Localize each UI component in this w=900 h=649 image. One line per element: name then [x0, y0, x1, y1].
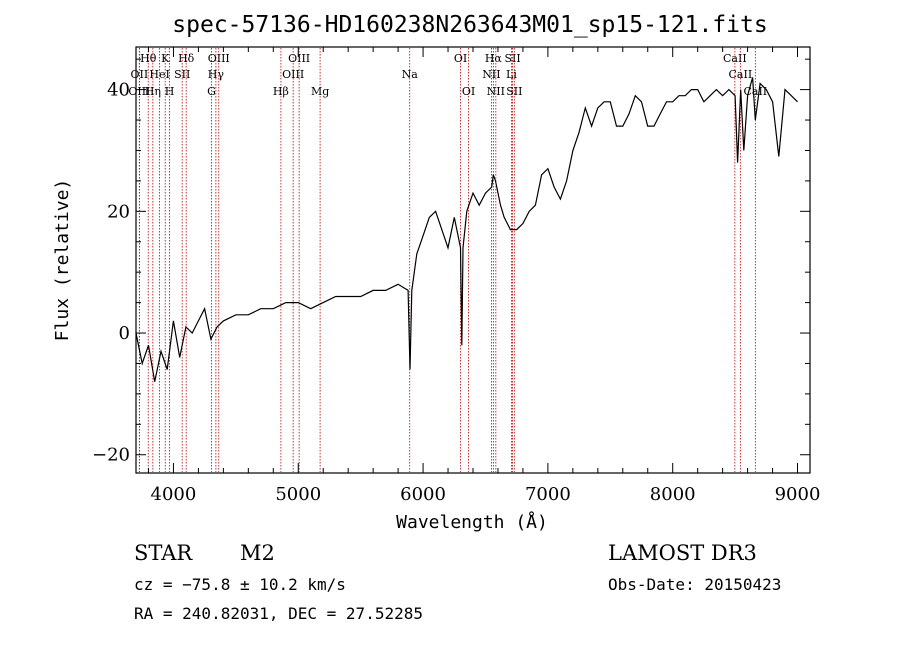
y-tick-label: −20: [92, 445, 130, 466]
spectral-line-label: NII: [482, 68, 500, 81]
y-tick-label: 0: [119, 323, 130, 344]
plot-frame: [135, 46, 811, 474]
axis-tick-labels: 4000 5000 6000 7000 8000 9000 −20 0 20 40: [92, 80, 820, 505]
spectral-line-label: Hβ: [273, 85, 289, 98]
spectral-line-label: SII: [504, 52, 520, 65]
spectral-line-label: Hη: [145, 85, 161, 98]
spectral-line-label: OI: [462, 85, 475, 98]
spectral-line-label: SII: [174, 68, 190, 81]
x-tick-label: 8000: [650, 484, 696, 505]
spectral-line-label: HeI: [149, 68, 169, 81]
spectral-line-markers: [138, 48, 756, 472]
spectral-line-label: OIII: [128, 85, 150, 98]
x-axis-label: Wavelength (Å): [396, 511, 548, 533]
axis-ticks: [136, 47, 810, 473]
spectral-line-label: Hδ: [178, 52, 195, 65]
spectral-line-label: OIII: [282, 68, 304, 81]
redshift-cz: cz = −75.8 ± 10.2 km/s: [134, 575, 346, 594]
spectral-line-label: OIII: [208, 52, 230, 65]
y-tick-label: 40: [107, 80, 130, 101]
object-class: STAR: [134, 541, 193, 565]
x-tick-label: 6000: [400, 484, 446, 505]
chart-title: spec-57136-HD160238N263643M01_sp15-121.f…: [172, 12, 767, 38]
spectral-line-label: Hθ: [140, 52, 157, 65]
spectral-line-label: Li: [506, 68, 517, 81]
spectral-line-label: OII: [131, 68, 149, 81]
ra-dec-coordinates: RA = 240.82031, DEC = 27.52285: [134, 604, 423, 623]
spectral-line-label: K: [161, 52, 170, 65]
spectral-line-label: Mg: [311, 85, 329, 98]
spectral-line-label: Na: [402, 68, 419, 81]
x-tick-label: 9000: [775, 484, 821, 505]
y-tick-label: 20: [107, 201, 130, 222]
spectral-line-label: CaII: [729, 68, 753, 81]
spectral-line-label: G: [207, 85, 216, 98]
spectral-line-label: SII: [506, 85, 522, 98]
spectral-line-label: OIII: [288, 52, 310, 65]
spectral-line-label: Hα: [485, 52, 503, 65]
x-tick-label: 7000: [525, 484, 571, 505]
object-subclass: M2: [240, 541, 275, 565]
observation-date: Obs-Date: 20150423: [608, 575, 781, 594]
spectral-line-label: CaII: [723, 52, 747, 65]
spectral-line-label: H: [165, 85, 175, 98]
survey-name: LAMOST DR3: [608, 541, 757, 565]
spectrum-series-line: [135, 77, 798, 382]
spectral-line-label: OI: [454, 52, 467, 65]
x-tick-label: 5000: [275, 484, 321, 505]
spectral-line-label: Hγ: [208, 68, 225, 81]
y-axis-label: Flux (relative): [52, 179, 73, 342]
x-tick-label: 4000: [151, 484, 197, 505]
spectral-line-label: NII: [487, 85, 505, 98]
